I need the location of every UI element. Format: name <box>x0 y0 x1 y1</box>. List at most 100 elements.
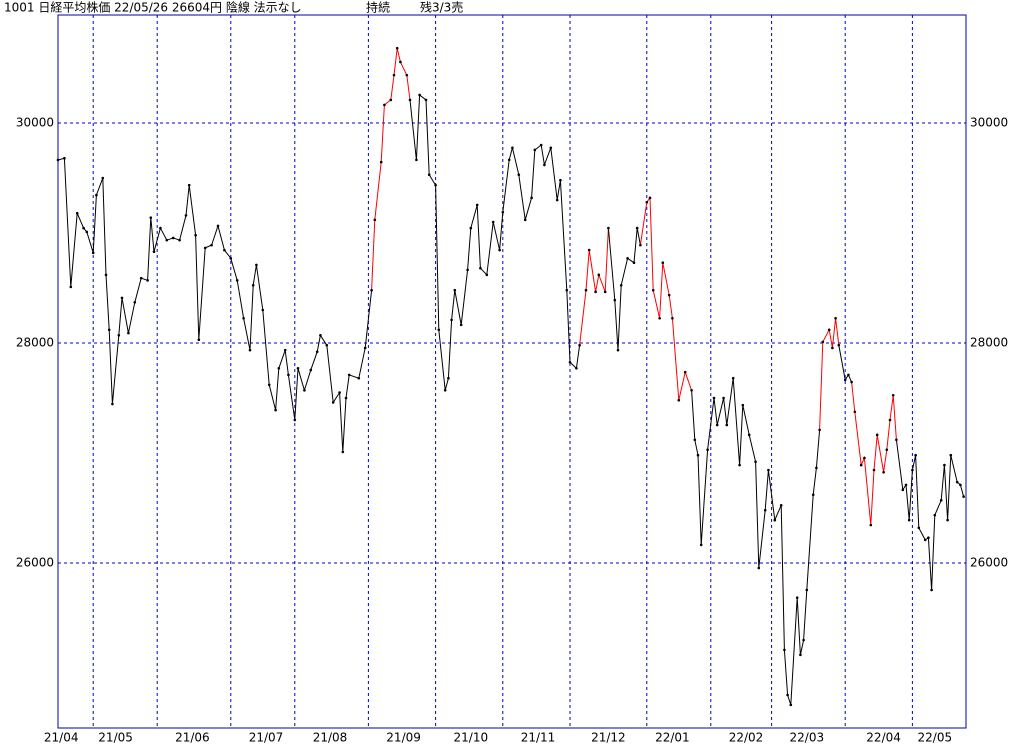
price-point <box>568 360 572 364</box>
price-point <box>373 218 377 222</box>
price-line <box>639 196 693 401</box>
signal: 残3/3売 <box>420 0 463 15</box>
price-point <box>194 233 197 237</box>
price-point <box>872 468 876 472</box>
price-point <box>754 460 757 464</box>
price-point <box>261 308 265 312</box>
price-point <box>559 178 562 182</box>
price-point <box>389 98 393 102</box>
price-point <box>216 224 220 228</box>
price-point <box>706 448 709 452</box>
price-point <box>184 214 188 217</box>
price-point <box>693 438 697 442</box>
price-point <box>274 408 277 412</box>
price-point <box>597 273 601 277</box>
price-point <box>578 343 581 347</box>
price-point <box>767 468 770 472</box>
price-point <box>187 183 191 187</box>
price-point <box>821 340 825 344</box>
price-point <box>85 230 89 234</box>
price-point <box>837 343 841 347</box>
price-point <box>229 257 233 260</box>
price-point <box>895 438 898 442</box>
price-point <box>296 367 300 370</box>
price-point <box>443 389 447 392</box>
price-point <box>671 316 674 320</box>
price-point <box>469 226 473 230</box>
price-point <box>511 146 514 150</box>
price-point <box>827 328 831 332</box>
price-point <box>783 648 786 652</box>
price-point <box>533 148 537 152</box>
price-point <box>863 456 866 460</box>
price-point <box>277 367 281 370</box>
price-point <box>171 236 175 240</box>
price-point <box>235 279 239 282</box>
x-tick-label: 21/05 <box>98 731 133 745</box>
price-point <box>357 376 361 380</box>
price-point <box>91 251 95 255</box>
price-point <box>805 588 809 592</box>
price-point <box>741 403 745 407</box>
price-point <box>799 653 802 657</box>
price-point <box>178 238 181 242</box>
price-point <box>594 290 597 294</box>
price-point <box>779 503 783 507</box>
price-point <box>197 338 201 342</box>
price-point <box>907 518 911 522</box>
price-point <box>917 526 921 530</box>
price-point <box>885 448 889 452</box>
price-point <box>635 226 639 230</box>
price-point <box>344 396 348 400</box>
price-point <box>648 196 652 200</box>
price-point <box>715 423 719 427</box>
price-point <box>104 273 108 277</box>
price-point <box>459 323 463 327</box>
price-point <box>690 389 693 392</box>
price-point <box>315 350 319 354</box>
price-point <box>251 283 255 287</box>
price-point <box>338 391 341 394</box>
price-point <box>517 173 521 177</box>
price-point <box>911 468 914 472</box>
price-point <box>786 693 789 697</box>
price-point <box>725 423 729 427</box>
price-point <box>607 226 610 230</box>
price-point <box>677 398 681 402</box>
price-point <box>696 453 700 457</box>
price-point <box>722 396 725 400</box>
price-point <box>731 376 735 380</box>
price-point <box>111 402 114 406</box>
price-point <box>888 418 892 422</box>
x-tick-label: 21/06 <box>175 731 210 745</box>
price-point <box>603 290 607 294</box>
price-point <box>117 334 121 337</box>
price-point <box>370 288 373 292</box>
price-point <box>619 283 623 287</box>
price-point <box>667 293 671 297</box>
price-point <box>875 433 879 437</box>
price-point <box>773 518 777 522</box>
price-line <box>607 227 641 351</box>
price-point <box>392 73 396 77</box>
price-point <box>946 518 949 522</box>
x-tick-label: 21/08 <box>313 731 348 745</box>
price-point <box>101 176 105 180</box>
price-point <box>95 193 98 197</box>
price-point <box>859 463 863 467</box>
price-line <box>838 345 853 383</box>
price-point <box>661 261 665 265</box>
price-point <box>395 46 399 50</box>
price-point <box>415 158 418 162</box>
x-tick-label: 21/07 <box>249 731 284 745</box>
y-tick-label-right: 30000 <box>970 116 1008 130</box>
price-point <box>747 433 751 437</box>
price-point <box>699 543 703 547</box>
price-point <box>939 499 943 502</box>
price-point <box>149 216 153 219</box>
price-point <box>882 470 885 474</box>
price-point <box>203 246 207 250</box>
price-point <box>930 588 933 592</box>
x-tick-label: 22/04 <box>866 731 901 745</box>
price-point <box>738 463 741 467</box>
